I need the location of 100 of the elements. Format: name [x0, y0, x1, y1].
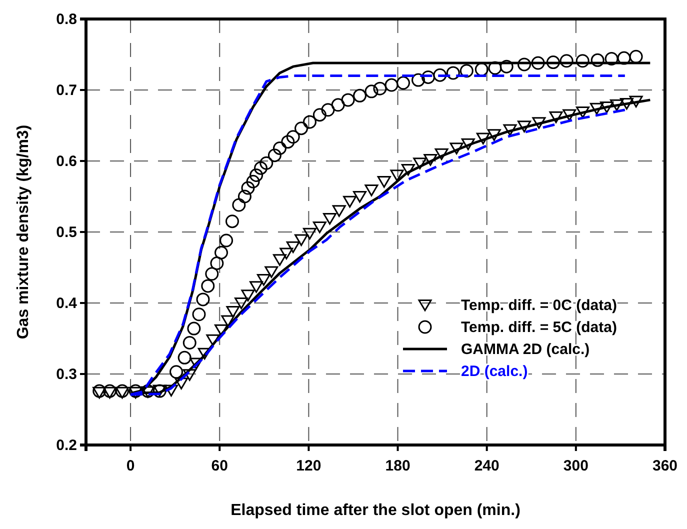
point: [226, 306, 240, 318]
point: [286, 241, 300, 254]
point: [421, 70, 435, 84]
y-tick-label: 0.3: [56, 366, 77, 383]
point: [412, 73, 426, 87]
point: [332, 205, 346, 217]
point: [92, 384, 106, 398]
point: [488, 61, 502, 75]
legend-label: GAMMA 2D (calc.): [461, 341, 590, 358]
point: [178, 350, 192, 364]
point: [103, 384, 117, 398]
y-tick-label: 0.2: [56, 436, 77, 454]
point: [364, 84, 378, 98]
point: [343, 196, 357, 208]
point: [281, 135, 295, 149]
point: [250, 168, 264, 182]
point: [241, 181, 255, 195]
point: [604, 52, 618, 66]
point: [576, 54, 590, 68]
point: [312, 221, 326, 234]
point: [424, 154, 438, 166]
point: [272, 141, 286, 155]
point: [238, 190, 252, 204]
point: [461, 138, 475, 150]
point: [128, 384, 142, 398]
point: [450, 142, 464, 154]
point: [560, 54, 574, 68]
point: [433, 68, 447, 82]
point: [302, 228, 316, 240]
point: [460, 64, 474, 78]
point: [232, 198, 246, 212]
y-axis-title: Gas mixture density (kg/m3): [15, 124, 32, 340]
point: [518, 58, 532, 72]
x-tick-label: 60: [211, 458, 228, 474]
point: [576, 106, 590, 118]
point: [620, 98, 634, 110]
point: [264, 266, 278, 278]
point: [546, 56, 560, 70]
point: [214, 246, 228, 260]
point: [190, 358, 204, 370]
point: [531, 56, 545, 70]
point: [390, 170, 404, 182]
point: [205, 267, 219, 281]
point: [182, 369, 196, 381]
point: [210, 256, 224, 270]
point: [413, 158, 427, 170]
point: [364, 184, 378, 196]
point: [234, 297, 248, 310]
legend-label: Temp. diff. = 5C (data): [461, 319, 617, 336]
point: [590, 102, 604, 115]
x-axis-title: Elapsed time after the slot open (min.): [230, 502, 520, 519]
x-tick-label: 0: [126, 458, 135, 474]
point: [476, 132, 490, 144]
point: [373, 82, 387, 96]
y-tick-label: 0.8: [56, 10, 77, 28]
point: [500, 60, 514, 74]
point: [196, 292, 210, 306]
x-tick-label: 120: [296, 458, 322, 474]
point: [562, 109, 576, 121]
point: [170, 365, 184, 379]
point: [474, 62, 488, 76]
point: [629, 50, 643, 64]
point: [256, 274, 270, 286]
point: [206, 334, 220, 346]
point: [260, 156, 274, 170]
point: [532, 117, 546, 129]
point: [487, 129, 501, 141]
point: [549, 111, 563, 124]
point: [103, 386, 117, 399]
point: [115, 386, 129, 399]
point: [214, 324, 228, 336]
point: [164, 384, 178, 396]
point: [401, 164, 415, 176]
point: [250, 281, 264, 293]
point: [286, 130, 300, 144]
point: [353, 190, 367, 203]
point: [201, 279, 215, 293]
point: [294, 234, 308, 246]
point: [192, 308, 206, 322]
legend-label: 2D (calc.): [461, 363, 528, 380]
point: [503, 124, 517, 136]
y-tick-label: 0.4: [56, 294, 78, 312]
point: [629, 96, 643, 108]
point: [341, 93, 355, 107]
point: [600, 101, 614, 114]
point: [254, 161, 268, 175]
point: [225, 214, 239, 228]
point: [294, 122, 308, 136]
point: [241, 290, 255, 302]
point: [590, 53, 604, 67]
point: [323, 212, 337, 225]
x-tick-label: 300: [563, 458, 588, 474]
point: [220, 234, 234, 248]
x-tick-label: 360: [652, 458, 678, 474]
point: [115, 384, 129, 398]
point: [221, 315, 235, 327]
point: [434, 148, 448, 160]
point: [268, 148, 282, 162]
point: [331, 98, 345, 112]
y-tick-label: 0.5: [56, 224, 77, 241]
